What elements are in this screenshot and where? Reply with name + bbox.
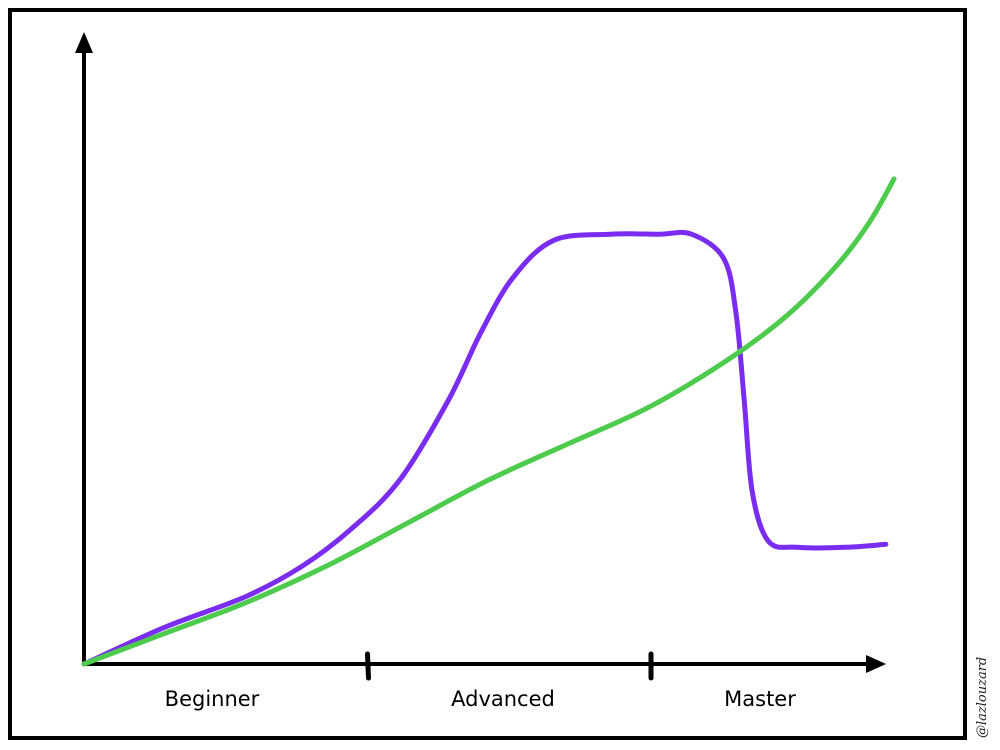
x-axis-arrow: [866, 655, 886, 673]
stage-label-beginner: Beginner: [165, 687, 260, 711]
author-signature: @lazlouzard: [975, 657, 990, 738]
purple-curve: [81, 229, 889, 667]
stage-label-advanced: Advanced: [451, 687, 555, 711]
chart-border: [8, 8, 967, 740]
stage-boundary-tick: [365, 651, 371, 681]
plot-area: [75, 32, 897, 681]
green-curve: [81, 176, 897, 667]
stage-label-master: Master: [724, 687, 796, 711]
y-axis-arrow: [75, 32, 93, 53]
